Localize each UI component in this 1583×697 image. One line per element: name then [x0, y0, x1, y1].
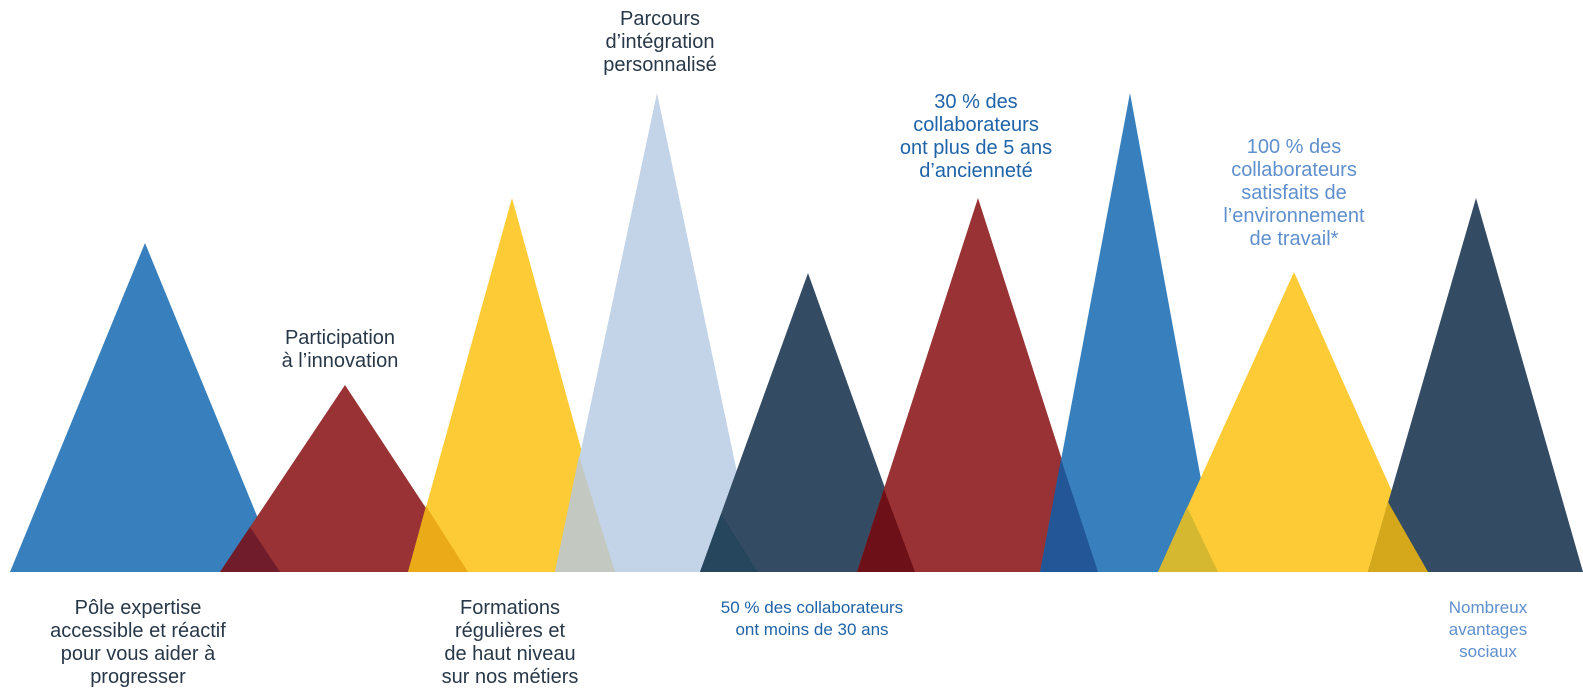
- label-satisfaction-line: l’environnement: [1223, 205, 1365, 227]
- label-age-line: ont moins de 30 ans: [735, 620, 889, 639]
- peak-anciennete: [857, 198, 1098, 572]
- peak-formations: [408, 198, 615, 572]
- overlap-4: [700, 514, 758, 572]
- label-innovation-line: Participation: [284, 327, 396, 349]
- overlap-1: [220, 527, 280, 572]
- peak-blue-tall: [1040, 93, 1218, 572]
- label-expertise: Pôle expertise accessible et réactif pou…: [18, 597, 258, 689]
- label-integration: Parcours d’intégration personnalisé: [570, 8, 750, 77]
- overlap-3: [555, 456, 615, 572]
- label-satisfaction-line: 100 % des: [1246, 136, 1342, 158]
- peak-integration: [555, 93, 758, 572]
- label-formations-line: régulières et: [454, 620, 566, 642]
- label-anciennete-line: d’ancienneté: [919, 160, 1033, 182]
- overlap-8: [1368, 502, 1428, 572]
- peak-expertise: [10, 243, 280, 572]
- label-age: 50 % des collaborateurs ont moins de 30 …: [692, 597, 932, 641]
- label-anciennete-line: ont plus de 5 ans: [899, 137, 1053, 159]
- overlap-2: [408, 506, 468, 572]
- overlap-5: [857, 489, 915, 572]
- label-avantages-line: Nombreux: [1448, 598, 1528, 617]
- peak-satisfaction: [1158, 272, 1428, 572]
- label-satisfaction-line: de travail*: [1249, 228, 1339, 250]
- label-satisfaction-line: satisfaits de: [1241, 182, 1347, 204]
- label-anciennete-line: collaborateurs: [913, 114, 1039, 136]
- peak-age: [700, 273, 915, 572]
- label-satisfaction: 100 % des collaborateurs satisfaits de l…: [1184, 136, 1404, 251]
- label-integration-line: d’intégration: [605, 31, 715, 53]
- label-avantages: Nombreux avantages sociaux: [1426, 597, 1550, 663]
- label-satisfaction-line: collaborateurs: [1231, 159, 1357, 181]
- overlap-7: [1158, 507, 1218, 572]
- label-expertise-line: Pôle expertise: [74, 597, 202, 619]
- label-age-line: 50 % des collaborateurs: [720, 598, 904, 617]
- label-avantages-line: sociaux: [1459, 642, 1517, 661]
- label-expertise-line: pour vous aider à: [60, 643, 216, 665]
- peak-innovation: [220, 385, 468, 572]
- label-formations-line: Formations: [459, 597, 561, 619]
- label-innovation-line: à l’innovation: [281, 350, 399, 372]
- label-expertise-line: accessible et réactif: [50, 620, 226, 642]
- label-anciennete: 30 % des collaborateurs ont plus de 5 an…: [866, 91, 1086, 183]
- label-integration-line: personnalisé: [603, 54, 717, 76]
- label-innovation: Participation à l’innovation: [250, 327, 430, 373]
- label-formations: Formations régulières et de haut niveau …: [420, 597, 600, 689]
- label-formations-line: sur nos métiers: [441, 666, 579, 688]
- label-expertise-line: progresser: [90, 666, 186, 688]
- label-avantages-line: avantages: [1448, 620, 1528, 639]
- label-integration-line: Parcours: [619, 8, 701, 30]
- peak-avantages: [1368, 198, 1583, 572]
- overlap-6: [1040, 459, 1098, 572]
- label-formations-line: de haut niveau: [444, 643, 576, 665]
- label-anciennete-line: 30 % des: [934, 91, 1018, 113]
